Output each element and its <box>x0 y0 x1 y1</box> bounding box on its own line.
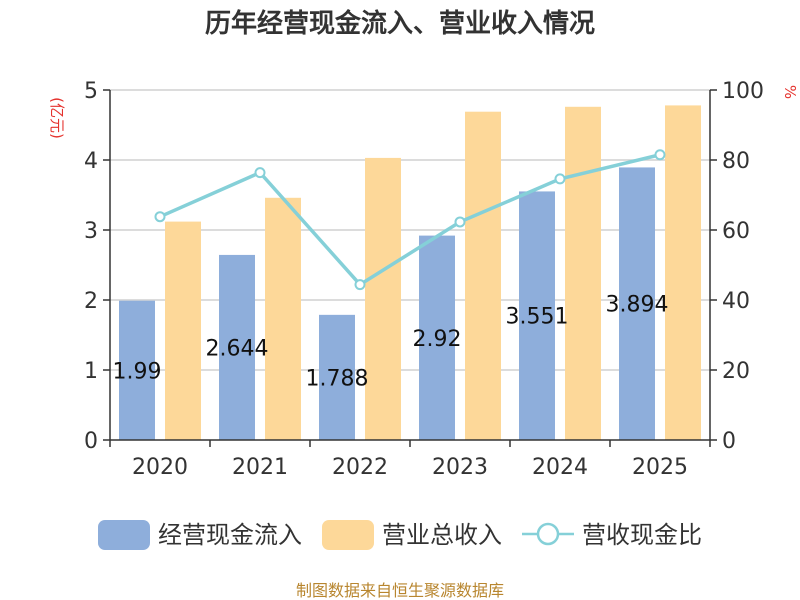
ratio-point-2022 <box>354 279 366 291</box>
data-label-cash-inflow: 1.788 <box>306 366 369 391</box>
x-tick-label: 2025 <box>632 455 688 480</box>
right-tick-label: 0 <box>722 429 736 454</box>
x-tick-label: 2023 <box>432 455 488 480</box>
left-tick-label: 2 <box>84 289 98 314</box>
legend[interactable]: 经营现金流入 营业总收入 营收现金比 <box>98 520 702 550</box>
right-tick-label: 40 <box>722 289 750 314</box>
bar-cash-inflow-2023 <box>419 235 455 440</box>
bar-cash-inflow-2020 <box>119 300 155 440</box>
legend-swatch-0 <box>98 520 150 550</box>
left-tick-label: 4 <box>84 149 98 174</box>
chart-title: 历年经营现金流入、营业收入情况 <box>205 8 595 39</box>
legend-swatch-1 <box>322 520 374 550</box>
data-label-cash-inflow: 3.894 <box>606 293 669 318</box>
left-tick-label: 3 <box>84 219 98 244</box>
right-tick-label: 20 <box>722 359 750 384</box>
data-label-cash-inflow: 2.92 <box>413 327 462 352</box>
legend-label: 营业总收入 <box>382 521 502 549</box>
right-tick-label: 100 <box>722 79 764 104</box>
ratio-point-2021 <box>254 167 266 179</box>
bar-cash-inflow-2025 <box>619 167 655 441</box>
legend-label: 经营现金流入 <box>158 521 302 549</box>
bars <box>119 105 701 441</box>
ratio-point-2020 <box>154 211 166 223</box>
bar-revenue-2020 <box>165 221 201 440</box>
bar-revenue-2023 <box>465 111 501 440</box>
data-labels: 1.99 2.644 1.788 2.92 3.551 3.894 <box>113 293 669 392</box>
bar-revenue-2025 <box>665 105 701 441</box>
source-note: 制图数据来自恒生聚源数据库 <box>296 581 504 600</box>
data-label-cash-inflow: 2.644 <box>206 336 269 361</box>
legend-marker-swatch <box>536 522 560 546</box>
data-label-cash-inflow: 1.99 <box>113 359 162 384</box>
bar-revenue-2021 <box>265 197 301 440</box>
bar-cash-inflow-2022 <box>319 314 355 440</box>
right-axis-unit: % <box>781 85 799 99</box>
bar-revenue-2024 <box>565 106 601 441</box>
left-axis-unit: (亿元) <box>48 97 66 139</box>
axes <box>103 89 717 447</box>
x-tick-label: 2022 <box>332 455 388 480</box>
ratio-point-2023 <box>454 216 466 228</box>
ratio-line <box>159 153 661 287</box>
bar-cash-inflow-2021 <box>219 254 255 440</box>
legend-label: 营收现金比 <box>582 521 702 549</box>
ratio-point-2025 <box>654 149 666 161</box>
data-label-cash-inflow: 3.551 <box>506 305 569 330</box>
x-tick-label: 2020 <box>132 455 188 480</box>
bar-cash-inflow-2024 <box>519 191 555 440</box>
right-tick-label: 60 <box>722 219 750 244</box>
line-series <box>154 149 666 291</box>
x-tick-label: 2021 <box>232 455 288 480</box>
bar-revenue-2022 <box>365 157 401 440</box>
gridlines <box>110 89 710 371</box>
left-tick-label: 5 <box>84 79 98 104</box>
x-tick-label: 2024 <box>532 455 588 480</box>
left-tick-label: 0 <box>84 429 98 454</box>
ratio-point-2024 <box>554 173 566 185</box>
tick-labels: 0 1 2 3 4 5 0 20 40 60 80 100 2020 2021 2022 2023 2024 20… <box>84 79 764 480</box>
right-tick-label: 80 <box>722 149 750 174</box>
left-tick-label: 1 <box>84 359 98 384</box>
